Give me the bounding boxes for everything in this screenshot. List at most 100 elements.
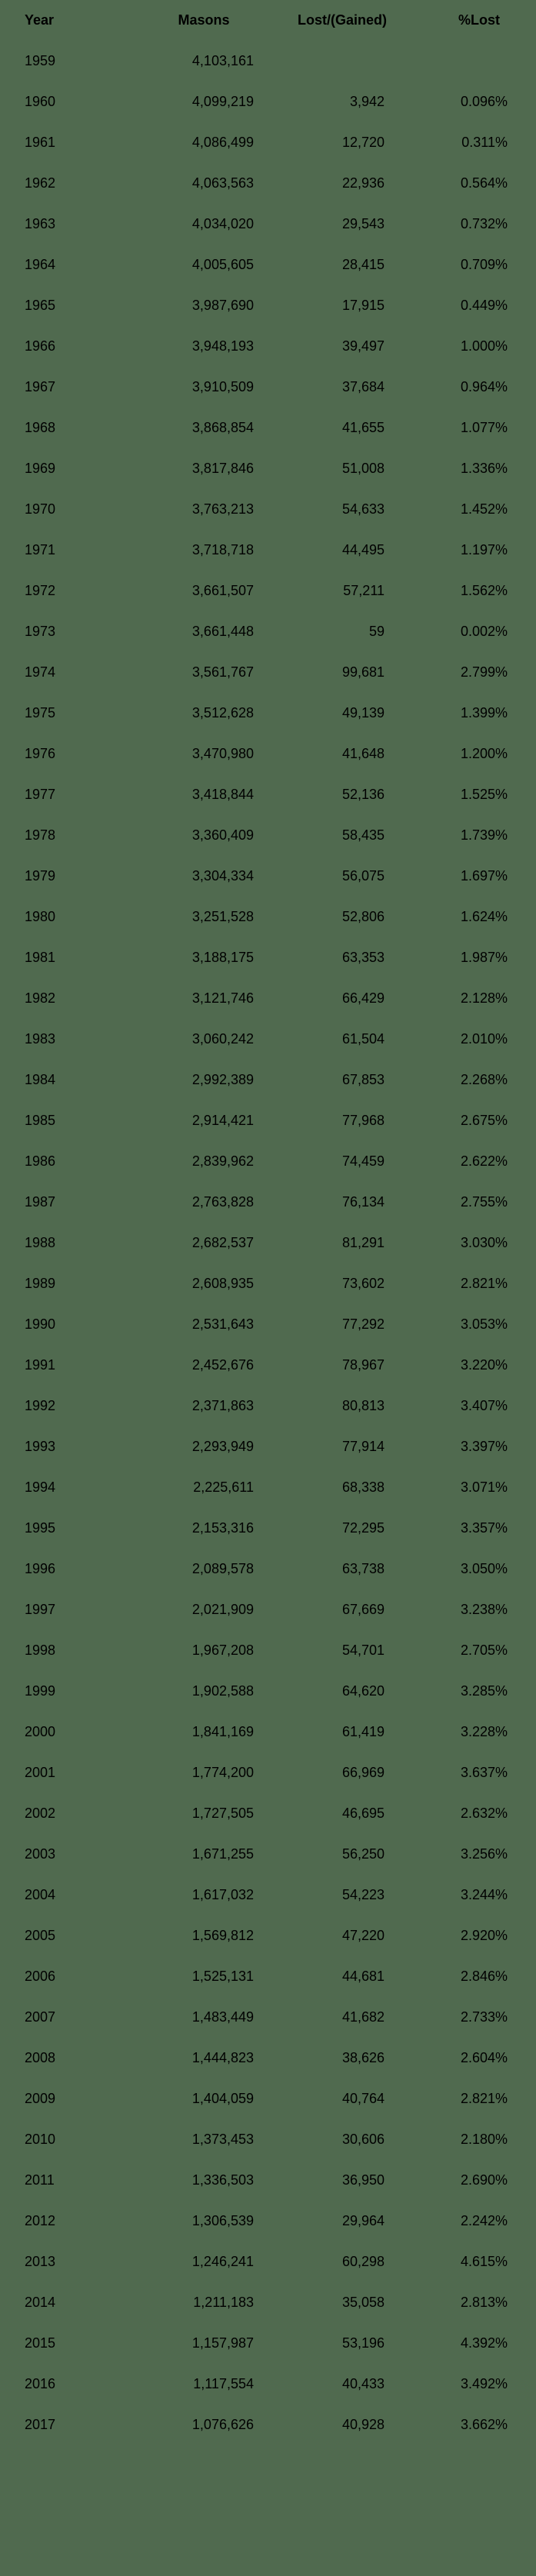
table-row: 19673,910,50937,6840.964% — [0, 367, 536, 408]
cell-lost: 76,134 — [277, 1194, 408, 1210]
cell-lost: 58,435 — [277, 827, 408, 844]
cell-year: 2005 — [15, 1928, 131, 1944]
cell-masons: 1,483,449 — [131, 2009, 277, 2025]
cell-year: 1995 — [15, 1520, 131, 1536]
cell-year: 1971 — [15, 542, 131, 558]
cell-masons: 1,444,823 — [131, 2050, 277, 2066]
cell-year: 1970 — [15, 501, 131, 518]
table-row: 19653,987,69017,9150.449% — [0, 285, 536, 326]
table-row: 19634,034,02029,5430.732% — [0, 204, 536, 245]
cell-lost: 46,695 — [277, 1806, 408, 1822]
header-pct: %Lost — [408, 12, 515, 28]
cell-pct: 2.675% — [408, 1113, 515, 1129]
cell-lost: 51,008 — [277, 461, 408, 477]
cell-year: 1980 — [15, 909, 131, 925]
table-row: 19942,225,61168,3383.071% — [0, 1467, 536, 1508]
cell-pct: 3.637% — [408, 1765, 515, 1781]
cell-year: 1973 — [15, 624, 131, 640]
cell-pct: 2.010% — [408, 1031, 515, 1047]
table-row: 19753,512,62849,1391.399% — [0, 693, 536, 734]
cell-lost: 39,497 — [277, 338, 408, 354]
cell-year: 1960 — [15, 94, 131, 110]
cell-year: 1965 — [15, 298, 131, 314]
table-row: 19882,682,53781,2913.030% — [0, 1223, 536, 1263]
cell-pct: 1.697% — [408, 868, 515, 884]
cell-masons: 2,682,537 — [131, 1235, 277, 1251]
cell-pct: 3.220% — [408, 1357, 515, 1373]
cell-masons: 1,373,453 — [131, 2132, 277, 2148]
cell-masons: 1,967,208 — [131, 1642, 277, 1659]
cell-year: 2010 — [15, 2132, 131, 2148]
cell-pct: 0.732% — [408, 216, 515, 232]
table-row: 19614,086,49912,7200.311% — [0, 122, 536, 163]
cell-pct: 1.739% — [408, 827, 515, 844]
table-row: 19723,661,50757,2111.562% — [0, 571, 536, 611]
cell-lost: 68,338 — [277, 1479, 408, 1496]
cell-lost: 17,915 — [277, 298, 408, 314]
cell-pct: 3.285% — [408, 1683, 515, 1699]
table-row: 19813,188,17563,3531.987% — [0, 937, 536, 978]
table-row: 20031,671,25556,2503.256% — [0, 1834, 536, 1875]
cell-pct: 1.200% — [408, 746, 515, 762]
cell-year: 1985 — [15, 1113, 131, 1129]
cell-masons: 3,910,509 — [131, 379, 277, 395]
cell-pct: 4.392% — [408, 2335, 515, 2351]
cell-pct: 0.096% — [408, 94, 515, 110]
cell-lost: 77,914 — [277, 1439, 408, 1455]
cell-lost: 77,968 — [277, 1113, 408, 1129]
cell-year: 1978 — [15, 827, 131, 844]
table-row: 20171,076,62640,9283.662% — [0, 2405, 536, 2445]
cell-lost: 41,648 — [277, 746, 408, 762]
cell-year: 1959 — [15, 53, 131, 69]
cell-year: 1966 — [15, 338, 131, 354]
cell-pct: 0.311% — [408, 135, 515, 151]
cell-masons: 3,360,409 — [131, 827, 277, 844]
cell-pct: 1.197% — [408, 542, 515, 558]
cell-lost: 41,682 — [277, 2009, 408, 2025]
cell-pct: 2.632% — [408, 1806, 515, 1822]
cell-year: 2006 — [15, 1969, 131, 1985]
cell-lost: 73,602 — [277, 1276, 408, 1292]
table-row: 19922,371,86380,8133.407% — [0, 1386, 536, 1426]
cell-year: 1992 — [15, 1398, 131, 1414]
table-row: 19663,948,19339,4971.000% — [0, 326, 536, 367]
cell-lost: 56,075 — [277, 868, 408, 884]
table-row: 19823,121,74666,4292.128% — [0, 978, 536, 1019]
cell-masons: 3,188,175 — [131, 950, 277, 966]
cell-lost: 63,353 — [277, 950, 408, 966]
cell-lost: 49,139 — [277, 705, 408, 721]
table-row: 19842,992,38967,8532.268% — [0, 1060, 536, 1100]
cell-year: 2004 — [15, 1887, 131, 1903]
cell-masons: 1,336,503 — [131, 2172, 277, 2188]
cell-lost: 29,543 — [277, 216, 408, 232]
cell-pct: 2.604% — [408, 2050, 515, 2066]
cell-lost: 40,928 — [277, 2417, 408, 2433]
cell-year: 1979 — [15, 868, 131, 884]
cell-pct: 2.846% — [408, 1969, 515, 1985]
table-row: 19644,005,60528,4150.709% — [0, 245, 536, 285]
table-row: 19803,251,52852,8061.624% — [0, 897, 536, 937]
cell-year: 1989 — [15, 1276, 131, 1292]
cell-pct: 2.128% — [408, 990, 515, 1007]
cell-year: 1976 — [15, 746, 131, 762]
table-header-row: Year Masons Lost/(Gained) %Lost — [0, 0, 536, 41]
cell-pct: 2.755% — [408, 1194, 515, 1210]
cell-pct: 1.000% — [408, 338, 515, 354]
cell-masons: 3,817,846 — [131, 461, 277, 477]
cell-year: 1974 — [15, 664, 131, 681]
table-row: 19693,817,84651,0081.336% — [0, 448, 536, 489]
cell-pct: 1.336% — [408, 461, 515, 477]
cell-year: 1975 — [15, 705, 131, 721]
cell-year: 2002 — [15, 1806, 131, 1822]
table-row: 19783,360,40958,4351.739% — [0, 815, 536, 856]
cell-year: 1977 — [15, 787, 131, 803]
cell-pct: 2.821% — [408, 2091, 515, 2107]
table-row: 19763,470,98041,6481.200% — [0, 734, 536, 774]
cell-pct: 1.452% — [408, 501, 515, 518]
table-row: 19713,718,71844,4951.197% — [0, 530, 536, 571]
table-row: 20141,211,18335,0582.813% — [0, 2282, 536, 2323]
cell-masons: 2,839,962 — [131, 1153, 277, 1170]
cell-masons: 2,021,909 — [131, 1602, 277, 1618]
table-row: 20121,306,53929,9642.242% — [0, 2201, 536, 2242]
cell-pct: 0.002% — [408, 624, 515, 640]
